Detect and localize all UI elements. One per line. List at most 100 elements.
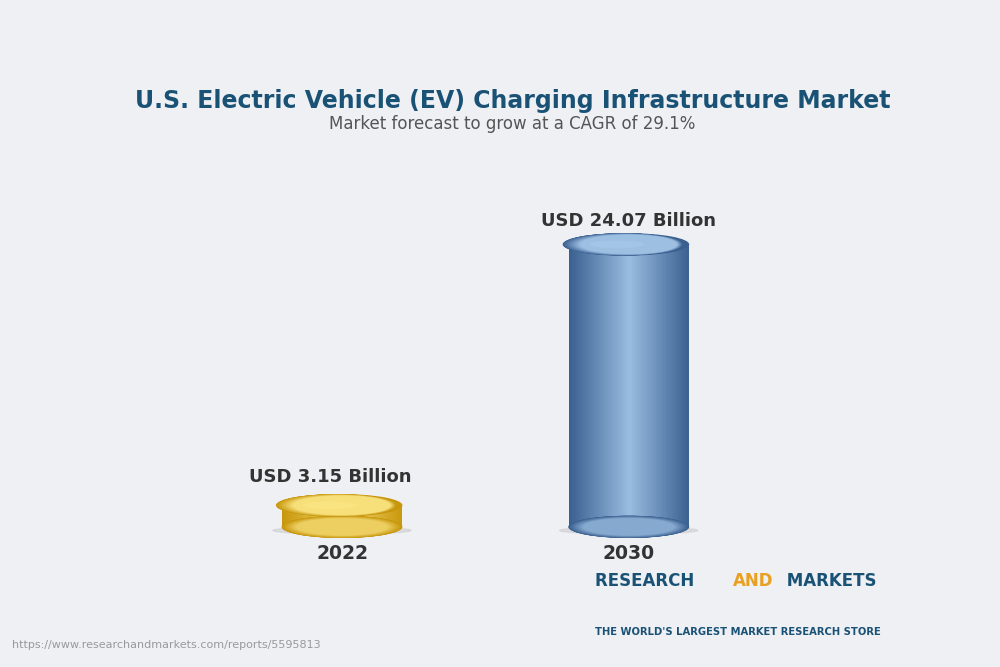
Ellipse shape [280, 494, 395, 516]
Ellipse shape [569, 234, 681, 255]
Ellipse shape [572, 516, 685, 538]
Bar [304, 506, 306, 527]
Ellipse shape [295, 518, 389, 536]
Ellipse shape [575, 517, 682, 537]
Bar [389, 506, 390, 527]
Bar [325, 506, 327, 527]
Ellipse shape [285, 495, 393, 516]
Bar [621, 244, 623, 527]
Ellipse shape [286, 495, 393, 516]
Bar [285, 506, 287, 527]
Ellipse shape [563, 233, 683, 255]
Ellipse shape [290, 496, 391, 515]
Ellipse shape [282, 516, 402, 538]
Ellipse shape [291, 518, 393, 536]
Ellipse shape [578, 235, 678, 254]
Bar [648, 244, 650, 527]
Ellipse shape [578, 518, 679, 536]
Bar [669, 244, 671, 527]
Text: USD 3.15 Billion: USD 3.15 Billion [249, 468, 412, 486]
Ellipse shape [571, 234, 680, 255]
Bar [303, 506, 305, 527]
Ellipse shape [567, 233, 681, 255]
Ellipse shape [295, 518, 389, 536]
Bar [584, 244, 585, 527]
Bar [380, 506, 381, 527]
Bar [591, 244, 593, 527]
Ellipse shape [282, 494, 402, 516]
Bar [359, 506, 360, 527]
Bar [675, 244, 677, 527]
Ellipse shape [576, 517, 681, 537]
Bar [337, 506, 339, 527]
Ellipse shape [572, 516, 686, 538]
Bar [644, 244, 645, 527]
Bar [615, 244, 617, 527]
Bar [318, 506, 320, 527]
Ellipse shape [277, 494, 396, 516]
Bar [575, 244, 576, 527]
Bar [330, 506, 332, 527]
Bar [322, 506, 324, 527]
Ellipse shape [293, 496, 391, 515]
Ellipse shape [279, 494, 395, 516]
Ellipse shape [569, 234, 681, 255]
Bar [572, 244, 573, 527]
Bar [585, 244, 587, 527]
Bar [300, 506, 302, 527]
Bar [289, 506, 291, 527]
Bar [641, 244, 642, 527]
Ellipse shape [574, 517, 683, 537]
Text: 2022: 2022 [316, 544, 368, 563]
Ellipse shape [292, 518, 392, 536]
Bar [579, 244, 581, 527]
Ellipse shape [573, 516, 685, 537]
Bar [377, 506, 378, 527]
Ellipse shape [280, 494, 395, 516]
Bar [295, 506, 297, 527]
Bar [378, 506, 380, 527]
Bar [401, 506, 402, 527]
Ellipse shape [289, 517, 395, 537]
Bar [618, 244, 620, 527]
Ellipse shape [579, 235, 677, 254]
Ellipse shape [285, 516, 399, 538]
Bar [581, 244, 582, 527]
Ellipse shape [296, 518, 388, 536]
Bar [596, 244, 597, 527]
Ellipse shape [578, 235, 678, 254]
Ellipse shape [289, 496, 392, 515]
Bar [656, 244, 657, 527]
Bar [368, 506, 369, 527]
Bar [672, 244, 674, 527]
Ellipse shape [290, 496, 391, 515]
Ellipse shape [290, 517, 394, 536]
Ellipse shape [573, 234, 680, 255]
Ellipse shape [283, 495, 394, 516]
Ellipse shape [293, 496, 390, 515]
Ellipse shape [286, 516, 398, 537]
Bar [612, 244, 614, 527]
Bar [354, 506, 356, 527]
Ellipse shape [578, 235, 678, 254]
Ellipse shape [284, 516, 400, 538]
Ellipse shape [288, 496, 392, 516]
Ellipse shape [566, 233, 682, 255]
Bar [594, 244, 596, 527]
Ellipse shape [577, 235, 678, 254]
Ellipse shape [282, 516, 402, 538]
Bar [356, 506, 357, 527]
Ellipse shape [579, 518, 679, 536]
Bar [597, 244, 599, 527]
Bar [671, 244, 672, 527]
Text: Market forecast to grow at a CAGR of 29.1%: Market forecast to grow at a CAGR of 29.… [329, 115, 696, 133]
Ellipse shape [572, 234, 680, 255]
Ellipse shape [284, 516, 400, 538]
Bar [396, 506, 398, 527]
Bar [590, 244, 591, 527]
Ellipse shape [303, 502, 357, 509]
Bar [383, 506, 384, 527]
Ellipse shape [280, 494, 395, 516]
Bar [339, 506, 341, 527]
Bar [294, 506, 296, 527]
